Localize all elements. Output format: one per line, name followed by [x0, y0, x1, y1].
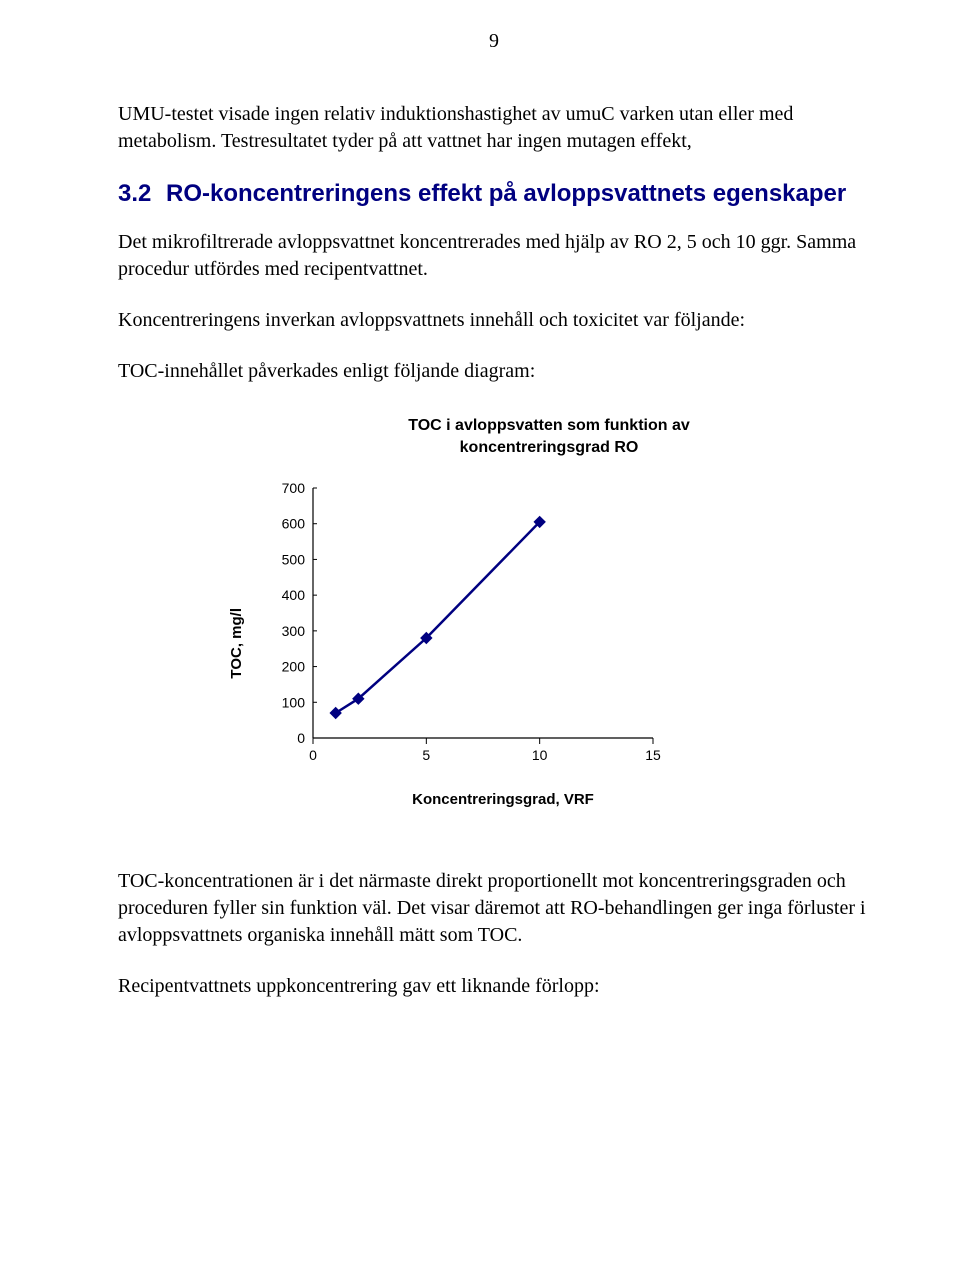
- section-heading: 3.2 RO-koncentreringens effekt på avlopp…: [118, 179, 870, 209]
- paragraph-5: TOC-koncentrationen är i det närmaste di…: [118, 868, 870, 949]
- chart-svg: 0 100 200 300 400 500 600 700 0 5 10 15: [253, 478, 683, 778]
- toc-chart: TOC i avloppsvatten som funktion av konc…: [228, 415, 870, 808]
- chart-title: TOC i avloppsvatten som funktion av konc…: [359, 415, 739, 458]
- svg-text:700: 700: [282, 480, 306, 496]
- svg-text:100: 100: [282, 694, 306, 710]
- chart-svg-container: 0 100 200 300 400 500 600 700 0 5 10 15 Koncentreri…: [253, 478, 683, 808]
- paragraph-3: Koncentreringens inverkan avloppsvattnet…: [118, 307, 870, 334]
- chart-title-line2: koncentreringsgrad RO: [460, 439, 639, 456]
- svg-text:600: 600: [282, 516, 306, 532]
- svg-text:200: 200: [282, 659, 306, 675]
- paragraph-6: Recipentvattnets uppkoncentrering gav et…: [118, 973, 870, 1000]
- paragraph-4: TOC-innehållet påverkades enligt följand…: [118, 358, 870, 385]
- page: 9 UMU-testet visade ingen relativ indukt…: [0, 0, 960, 1267]
- paragraph-2: Det mikrofiltrerade avloppsvattnet konce…: [118, 229, 870, 283]
- svg-text:500: 500: [282, 552, 306, 568]
- svg-text:300: 300: [282, 623, 306, 639]
- section-number: 3.2: [118, 180, 166, 208]
- chart-ylabel: TOC, mg/l: [228, 608, 245, 679]
- svg-text:400: 400: [282, 587, 306, 603]
- svg-text:10: 10: [532, 747, 548, 763]
- page-number: 9: [118, 30, 870, 53]
- chart-title-line1: TOC i avloppsvatten som funktion av: [408, 417, 690, 434]
- svg-text:15: 15: [645, 747, 661, 763]
- chart-area: TOC, mg/l 0 100 200 300 400 500 600 700 0 5 10 15 K…: [228, 478, 870, 808]
- section-title: RO-koncentreringens effekt på avloppsvat…: [166, 179, 846, 209]
- svg-text:5: 5: [422, 747, 430, 763]
- chart-xlabel: Koncentreringsgrad, VRF: [323, 791, 683, 808]
- paragraph-intro: UMU-testet visade ingen relativ induktio…: [118, 101, 870, 155]
- svg-text:0: 0: [309, 747, 317, 763]
- svg-text:0: 0: [297, 730, 305, 746]
